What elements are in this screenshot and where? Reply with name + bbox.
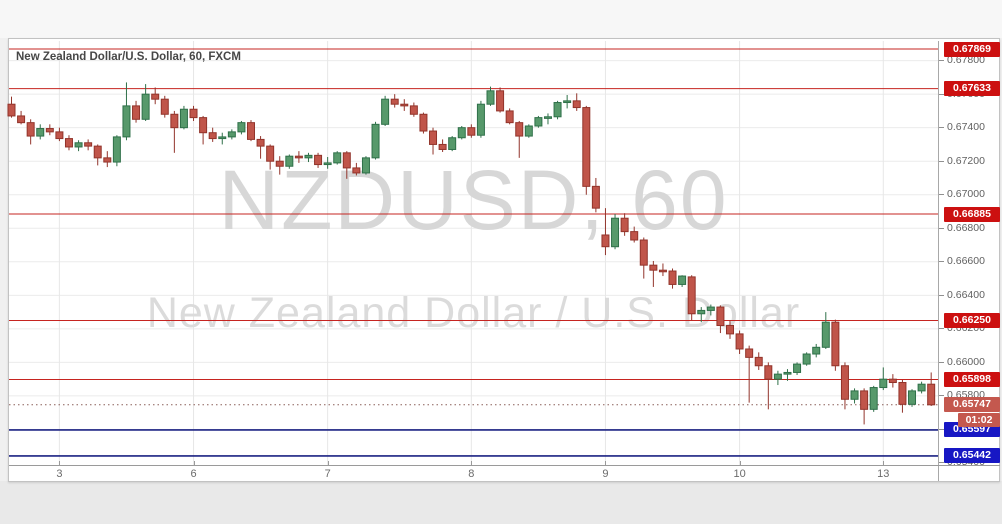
support-price-badge: 0.65442 bbox=[944, 448, 1000, 464]
resistance-price-badge: 0.67633 bbox=[944, 81, 1000, 97]
price-tick-mark bbox=[939, 261, 944, 263]
price-tick-mark bbox=[939, 328, 944, 330]
chart-title: New Zealand Dollar/U.S. Dollar, 60, FXCM bbox=[16, 51, 241, 63]
resistance-price-badge: 0.65898 bbox=[944, 371, 1000, 387]
price-tick-label: 0.67200 bbox=[947, 154, 985, 167]
price-tick-label: 0.66600 bbox=[947, 255, 985, 268]
price-tick-label: 0.67800 bbox=[947, 54, 985, 67]
price-tick-mark bbox=[939, 93, 944, 95]
time-tick-label: 10 bbox=[733, 468, 746, 480]
time-tick-label: 9 bbox=[602, 468, 609, 480]
price-tick-mark bbox=[939, 194, 944, 196]
time-tick-mark bbox=[739, 461, 741, 465]
time-tick-label: 8 bbox=[468, 468, 475, 480]
time-tick-label: 6 bbox=[190, 468, 197, 480]
time-tick-mark bbox=[327, 461, 329, 465]
price-tick-mark bbox=[939, 294, 944, 296]
time-tick-label: 7 bbox=[324, 468, 331, 480]
price-tick-mark bbox=[939, 60, 944, 62]
price-tick-label: 0.66000 bbox=[947, 355, 985, 368]
chart-window bbox=[8, 38, 1000, 482]
resistance-price-badge: 0.67869 bbox=[944, 41, 1000, 57]
price-tick-mark bbox=[939, 462, 944, 464]
price-tick-label: 0.67000 bbox=[947, 188, 985, 201]
time-tick-mark bbox=[883, 461, 885, 465]
resistance-price-badge: 0.66250 bbox=[944, 312, 1000, 328]
time-tick-mark bbox=[471, 461, 473, 465]
time-tick-mark bbox=[59, 461, 61, 465]
time-tick-mark bbox=[193, 461, 195, 465]
price-tick-mark bbox=[939, 395, 944, 397]
price-axis-border bbox=[938, 41, 939, 481]
price-tick-mark bbox=[939, 160, 944, 162]
page-top-margin bbox=[0, 0, 1002, 38]
price-tick-mark bbox=[939, 428, 944, 430]
time-tick-mark bbox=[605, 461, 607, 465]
resistance-price-badge: 0.66885 bbox=[944, 206, 1000, 222]
price-tick-mark bbox=[939, 361, 944, 363]
time-axis-border bbox=[9, 465, 1000, 466]
price-tick-label: 0.67400 bbox=[947, 121, 985, 134]
page-bottom-margin bbox=[0, 481, 1002, 524]
price-tick-mark bbox=[939, 127, 944, 129]
price-tick-mark bbox=[939, 227, 944, 229]
time-tick-label: 13 bbox=[877, 468, 890, 480]
time-tick-label: 3 bbox=[56, 468, 63, 480]
bar-countdown-badge: 01:02 bbox=[958, 412, 1000, 427]
price-tick-label: 0.66400 bbox=[947, 288, 985, 301]
last-price-badge: 0.65747 bbox=[944, 397, 1000, 413]
price-tick-label: 0.66800 bbox=[947, 221, 985, 234]
